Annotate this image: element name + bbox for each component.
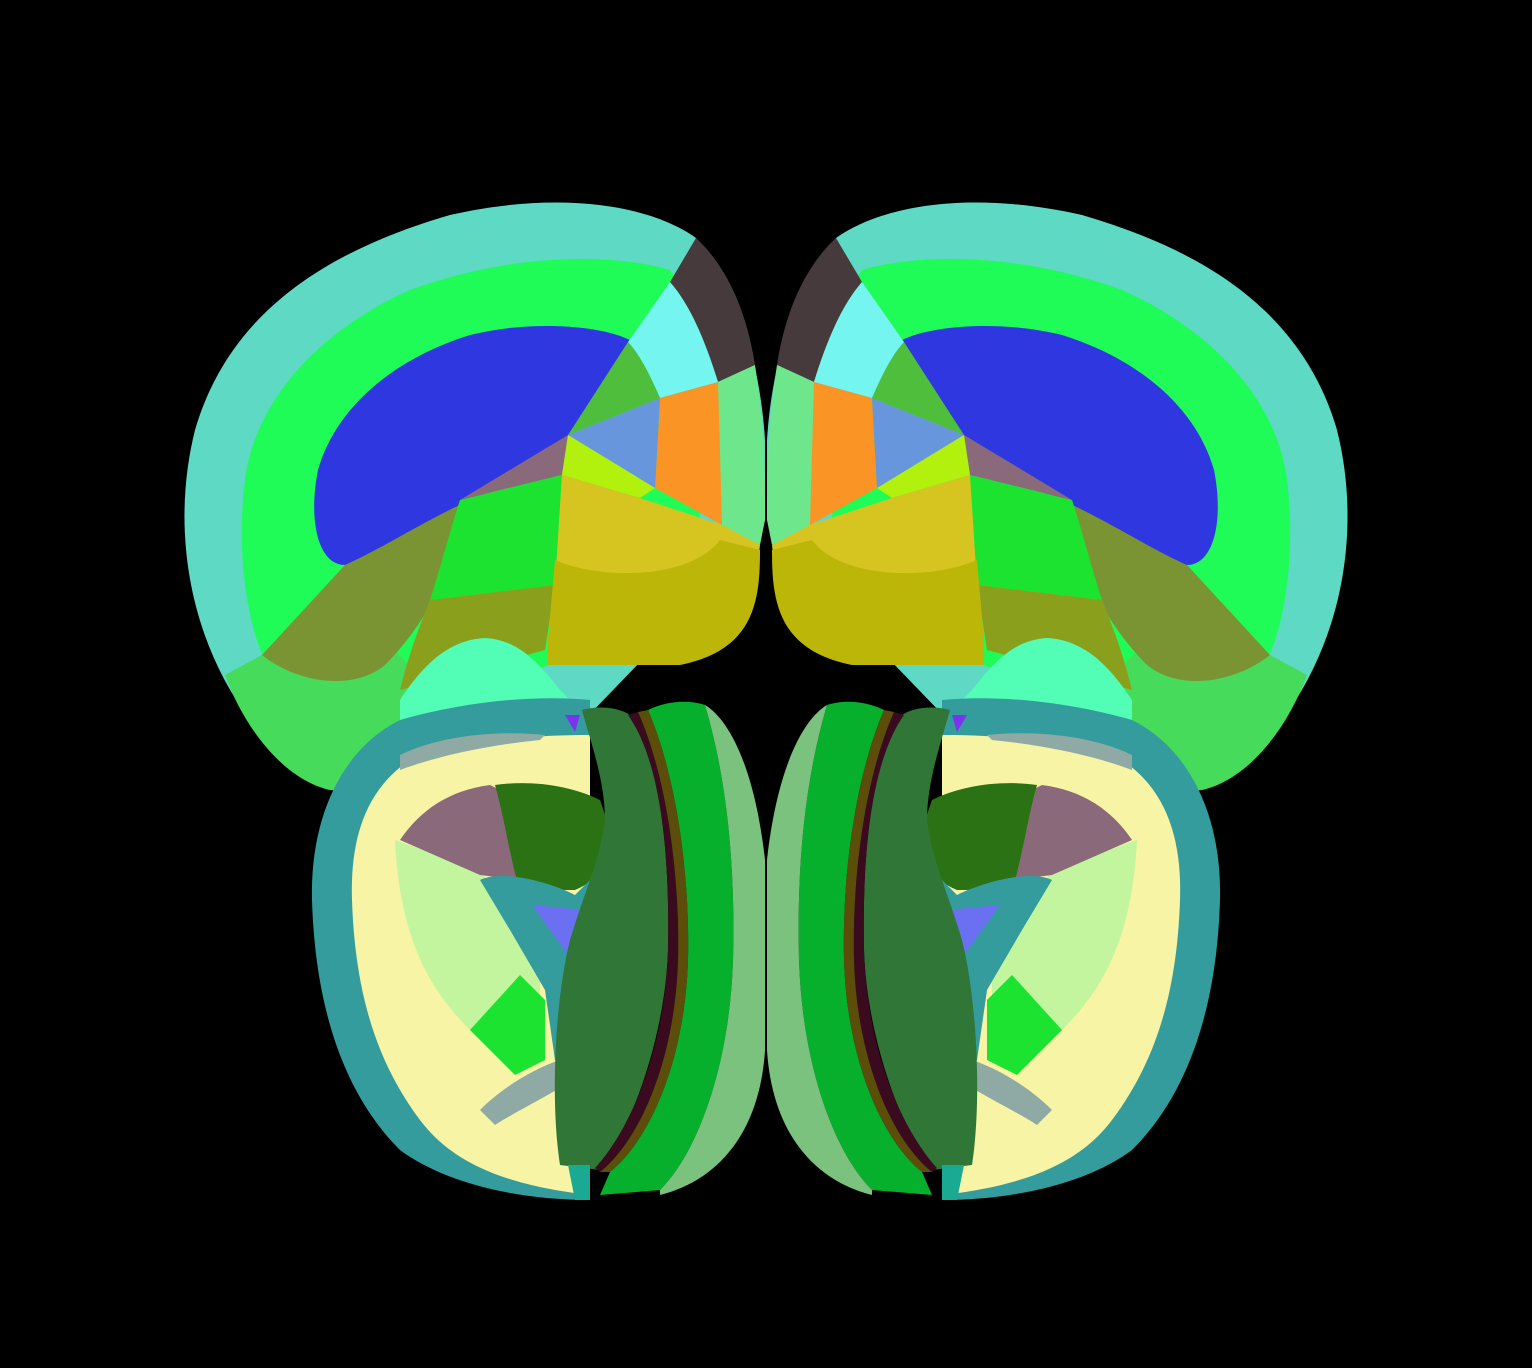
lower-mauve-region-mirrored	[1012, 785, 1132, 880]
brown-thin-strip	[600, 710, 689, 1172]
periwinkle-region-mirrored	[872, 398, 964, 488]
forest-green-region	[495, 783, 612, 890]
pale-green-column-mirrored	[767, 365, 817, 545]
periwinkle-region	[568, 398, 660, 488]
orange-region	[655, 382, 722, 525]
purple-small-mark-mirrored	[952, 715, 967, 732]
green-patch-lower	[470, 975, 545, 1075]
gray-green-lower-band	[480, 1060, 565, 1125]
deep-blue-region	[314, 325, 630, 565]
mauve-triangle	[460, 435, 568, 500]
pale-lime-region-mirrored	[992, 840, 1137, 1030]
brown-thin-strip-mirrored	[843, 710, 932, 1172]
dark-green-strip-mirrored	[863, 707, 978, 1170]
pale-lime-region	[395, 840, 540, 1030]
mustard-dark-region-mirrored	[772, 540, 984, 665]
lime-region-mirrored	[877, 435, 970, 498]
lower-mauve-region	[400, 785, 520, 880]
cyan-light-wedge-mirrored	[814, 282, 904, 398]
green-mid-triangle	[568, 342, 660, 435]
purple-small-mark	[565, 715, 580, 732]
green-strip-mirrored	[798, 701, 932, 1195]
maroon-thin-strip-mirrored	[853, 712, 937, 1172]
teal-bottom-node	[568, 1165, 590, 1200]
deep-blue-region-mirrored	[902, 325, 1218, 565]
gray-green-lower-band-mirrored	[967, 1060, 1052, 1125]
gray-green-top-band-mirrored	[987, 733, 1132, 770]
dark-brown-strip-mirrored	[777, 238, 862, 382]
green-mid-triangle-mirrored	[872, 342, 964, 435]
right-hemisphere	[767, 202, 1348, 1200]
lime-region	[562, 435, 655, 498]
bright-green-region	[430, 475, 562, 600]
green-strip	[600, 701, 734, 1195]
pale-green-column	[715, 365, 765, 545]
sage-strip	[660, 705, 765, 1195]
olive-wedge-region-mirrored	[1072, 500, 1270, 682]
cyan-light-wedge	[628, 282, 718, 398]
mauve-triangle-mirrored	[964, 435, 1072, 500]
gray-green-top-band	[400, 733, 545, 770]
green-patch-lower-mirrored	[987, 975, 1062, 1075]
dark-green-strip	[554, 707, 669, 1170]
left-hemisphere	[184, 202, 765, 1200]
orange-region-mirrored	[810, 382, 877, 525]
bright-green-region-mirrored	[970, 475, 1102, 600]
dark-brown-strip	[670, 238, 755, 382]
olive-wedge-region	[262, 500, 460, 682]
sage-strip-mirrored	[767, 705, 872, 1195]
maroon-thin-strip	[595, 712, 679, 1172]
mustard-dark-region	[548, 540, 760, 665]
teal-bottom-node-mirrored	[942, 1165, 964, 1200]
forest-green-region-mirrored	[920, 783, 1037, 890]
